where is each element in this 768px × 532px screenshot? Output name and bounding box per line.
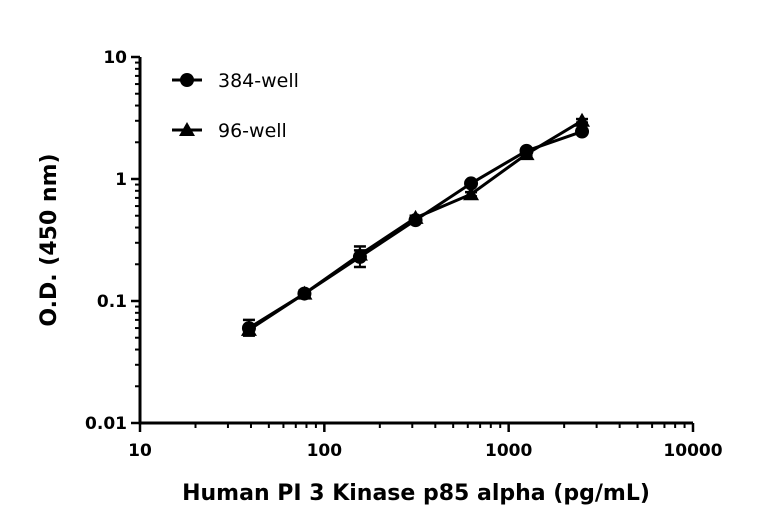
x-tick-label: 1000 bbox=[485, 441, 532, 461]
data-point-triangle bbox=[574, 112, 591, 127]
x-tick-labels: 10 100 1000 10000 bbox=[128, 441, 723, 461]
series-96-well bbox=[240, 112, 591, 336]
series-384-well bbox=[241, 124, 590, 337]
data-point-circle bbox=[575, 124, 590, 139]
legend-label-384-well: 384-well bbox=[218, 70, 299, 92]
axes bbox=[131, 55, 695, 432]
legend: 384-well 96-well bbox=[172, 70, 299, 142]
legend-label-96-well: 96-well bbox=[218, 120, 287, 142]
y-tick-label: 1 bbox=[115, 170, 127, 190]
data-point-circle bbox=[464, 176, 479, 191]
legend-marker-triangle bbox=[179, 122, 195, 136]
x-tick-label: 10 bbox=[128, 441, 152, 461]
x-tick-label: 100 bbox=[307, 441, 343, 461]
y-tick-label: 10 bbox=[103, 48, 127, 68]
data-point-triangle bbox=[518, 146, 535, 161]
x-axis-label: Human PI 3 Kinase p85 alpha (pg/mL) bbox=[182, 481, 650, 506]
data-point-triangle bbox=[351, 246, 368, 261]
y-tick-labels: 0.01 0.1 1 10 bbox=[85, 48, 127, 434]
data-point-triangle bbox=[296, 285, 313, 300]
data-point-triangle bbox=[240, 321, 257, 336]
y-tick-label: 0.1 bbox=[97, 292, 127, 312]
data-point-triangle bbox=[407, 209, 424, 224]
x-tick-label: 10000 bbox=[663, 441, 722, 461]
data-point-triangle bbox=[463, 186, 480, 201]
y-axis-label: O.D. (450 nm) bbox=[37, 153, 62, 326]
series-layer bbox=[240, 112, 591, 337]
y-tick-label: 0.01 bbox=[85, 414, 127, 434]
legend-marker-circle bbox=[180, 73, 194, 87]
